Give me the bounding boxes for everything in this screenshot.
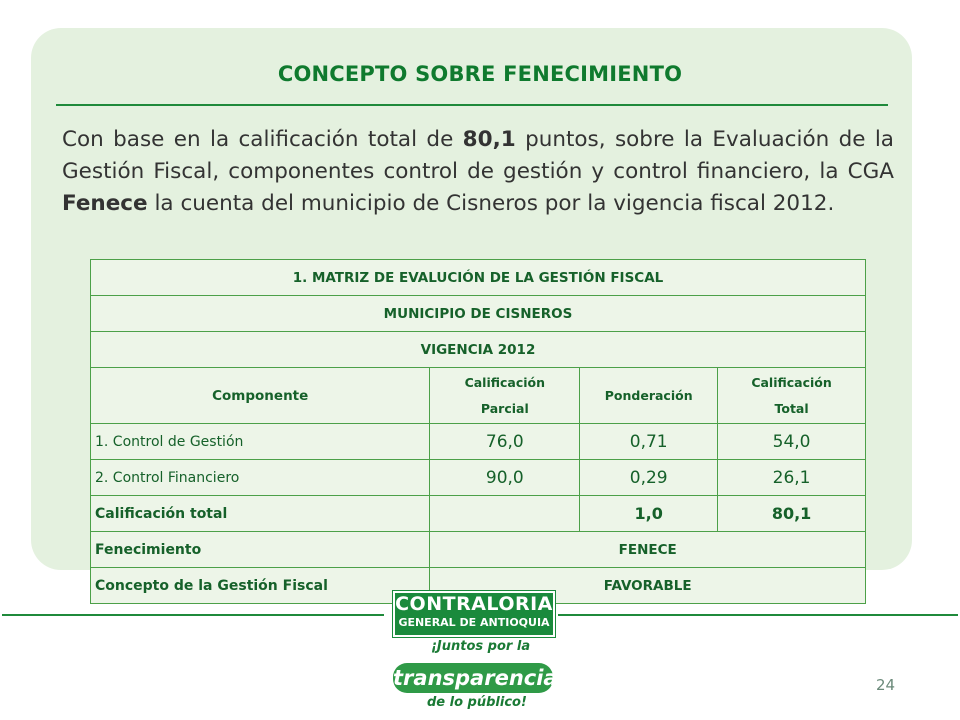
logo-tagline-1: ¡Juntos por la — [431, 639, 531, 654]
table-title: 1. MATRIZ DE EVALUCIÓN DE LA GESTIÓN FIS… — [90, 259, 866, 296]
logo-line2: GENERAL DE ANTIOQUIA — [398, 616, 550, 629]
concepto-label: Concepto de la Gestión Fiscal — [89, 567, 431, 604]
row-weight: 0,29 — [579, 459, 719, 496]
row-total: 26,1 — [717, 459, 866, 496]
header-total-line1: Calificación — [751, 374, 832, 390]
table-entity: MUNICIPIO DE CISNEROS — [90, 295, 866, 332]
page-number: 24 — [876, 676, 896, 694]
row-weight: 0,71 — [579, 423, 719, 460]
logo-tagline-2: transparencia — [393, 663, 558, 693]
total-score: 80,1 — [717, 495, 866, 532]
footer-line-left — [2, 614, 384, 616]
logo-banner: CONTRALORIA GENERAL DE ANTIOQUIA — [393, 591, 555, 637]
header-total: Calificación Total — [717, 367, 866, 424]
header-total-line2: Total — [774, 400, 809, 416]
row-partial: 76,0 — [429, 423, 581, 460]
row-total: 54,0 — [717, 423, 866, 460]
header-partial-line2: Parcial — [480, 400, 529, 416]
table-header-row: Componente Calificación Parcial Ponderaci… — [89, 367, 866, 424]
table-period-row: VIGENCIA 2012 — [90, 331, 866, 368]
concept-paragraph: Con base en la calificación total de 80,… — [62, 124, 894, 220]
slide-title: CONCEPTO SOBRE FENECIMIENTO — [277, 62, 683, 86]
total-weight: 1,0 — [579, 495, 719, 532]
paragraph-part-2: puntos, sobre la Evaluación de la Gestió… — [62, 127, 894, 184]
table-row: 2. Control Financiero 90,0 0,29 26,1 — [89, 459, 866, 496]
table-title-row: 1. MATRIZ DE EVALUCIÓN DE LA GESTIÓN FIS… — [90, 259, 866, 296]
table-period: VIGENCIA 2012 — [90, 331, 866, 368]
header-component: Componente — [89, 367, 431, 424]
row-partial: 90,0 — [429, 459, 581, 496]
footer-line-right — [558, 614, 958, 616]
title-divider — [56, 104, 888, 106]
total-score-text: 80,1 — [462, 127, 516, 152]
paragraph-part-1: Con base en la calificación total de — [62, 127, 463, 152]
fenecimiento-row: Fenecimiento FENECE — [89, 531, 866, 568]
header-partial: Calificación Parcial — [429, 367, 581, 424]
fenecimiento-label: Fenecimiento — [89, 531, 431, 568]
paragraph-part-3: la cuenta del municipio de Cisneros por … — [147, 191, 835, 216]
concepto-row: Concepto de la Gestión Fiscal FAVORABLE — [89, 567, 866, 604]
logo-line1: CONTRALORIA — [395, 593, 553, 615]
fenecimiento-value: FENECE — [429, 531, 866, 568]
total-partial-empty — [429, 495, 581, 532]
header-partial-line1: Calificación — [464, 374, 546, 390]
fiscal-evaluation-table: 1. MATRIZ DE EVALUCIÓN DE LA GESTIÓN FIS… — [89, 259, 866, 604]
row-label: 1. Control de Gestión — [89, 423, 431, 460]
row-label: 2. Control Financiero — [89, 459, 431, 496]
total-row: Calificación total 1,0 80,1 — [89, 495, 866, 532]
contraloria-logo: CONTRALORIA GENERAL DE ANTIOQUIA ¡Juntos… — [385, 591, 558, 716]
header-weight: Ponderación — [579, 367, 719, 424]
table-entity-row: MUNICIPIO DE CISNEROS — [90, 295, 866, 332]
verdict-text: Fenece — [62, 191, 148, 216]
table-row: 1. Control de Gestión 76,0 0,71 54,0 — [89, 423, 866, 460]
total-label: Calificación total — [89, 495, 431, 532]
logo-tagline-3: de lo público! — [427, 695, 527, 710]
